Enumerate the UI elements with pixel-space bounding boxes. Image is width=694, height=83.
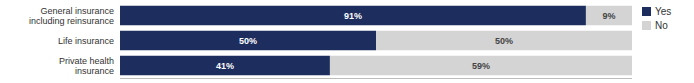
category-label-line: Life insurance	[58, 36, 114, 46]
chart-svg: 91% 9% 50% 50% 41% 59% General insuranceinclud…	[0, 0, 694, 83]
bar-segment	[120, 31, 376, 51]
data-label: 41%	[216, 61, 234, 71]
category-label-line: General insurance	[40, 6, 114, 16]
data-labels: 91% 9% 50% 50% 41% 59%	[216, 11, 616, 71]
category-label-line: including reinsurance	[29, 16, 114, 26]
legend-swatch	[642, 21, 651, 30]
data-label: 59%	[472, 61, 490, 71]
category-label: General insuranceincluding reinsurance	[29, 6, 114, 26]
category-label: Life insurance	[58, 36, 114, 46]
bars	[120, 6, 632, 76]
chart-container: 91% 9% 50% 50% 41% 59% General insuranceinclud…	[0, 0, 694, 83]
legend-label: Yes	[655, 6, 671, 17]
legend: Yes No	[642, 6, 671, 31]
bar-segment	[330, 56, 632, 76]
bar-segment	[120, 6, 586, 26]
bar-segment	[120, 56, 330, 76]
data-label: 50%	[495, 36, 513, 46]
category-label: Private healthinsurance	[59, 56, 114, 76]
legend-label: No	[655, 20, 668, 31]
data-label: 9%	[602, 11, 615, 21]
bar-segment	[376, 31, 632, 51]
data-label: 50%	[239, 36, 257, 46]
y-tick-labels: General insuranceincluding reinsurance Li…	[29, 6, 114, 76]
x-axis-line	[120, 78, 632, 79]
legend-swatch	[642, 7, 651, 16]
bar-segment	[586, 6, 632, 26]
category-label-line: Private health	[59, 56, 114, 66]
category-label-line: insurance	[75, 66, 114, 76]
page: {"chart_data": {"type": "bar", "orientat…	[0, 0, 694, 83]
data-label: 91%	[344, 11, 362, 21]
